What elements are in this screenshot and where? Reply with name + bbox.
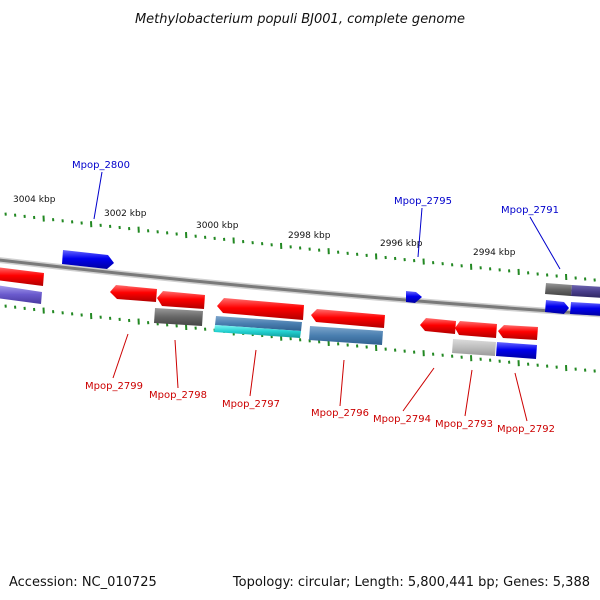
reverse-strand xyxy=(0,267,538,359)
forward-gene-labels: Mpop_2800 Mpop_2795 Mpop_2791 xyxy=(72,160,561,270)
gene-arrow[interactable] xyxy=(217,298,304,320)
label-leader-line xyxy=(93,171,103,220)
gene-label-mpop-2794[interactable]: Mpop_2794 xyxy=(373,414,431,425)
map-title: Methylobacterium populi BJ001, complete … xyxy=(135,12,465,27)
forward-strand xyxy=(62,250,600,316)
gene-arrow[interactable] xyxy=(420,318,456,334)
gene-arrow[interactable] xyxy=(455,321,497,338)
label-leader-line xyxy=(529,216,561,270)
gene-block[interactable] xyxy=(0,267,44,286)
gene-block[interactable] xyxy=(0,285,42,304)
scale-label-2996: 2996 kbp xyxy=(380,239,423,249)
scale-label-2994: 2994 kbp xyxy=(473,248,516,258)
gene-block[interactable] xyxy=(154,308,203,326)
gene-arrow[interactable] xyxy=(545,300,569,314)
genome-backbone-core xyxy=(0,258,600,316)
gene-block[interactable] xyxy=(570,302,600,316)
gene-arrow[interactable] xyxy=(406,291,422,303)
gene-label-mpop-2796[interactable]: Mpop_2796 xyxy=(311,408,369,419)
gene-block[interactable] xyxy=(545,283,572,296)
gene-arrow[interactable] xyxy=(110,285,157,302)
outer-tick-row xyxy=(4,212,596,282)
label-leader-line xyxy=(112,333,129,379)
label-leader-line xyxy=(174,339,179,389)
gene-label-mpop-2795[interactable]: Mpop_2795 xyxy=(394,196,452,207)
scale-label-3004: 3004 kbp xyxy=(13,195,56,205)
gene-arrow[interactable] xyxy=(498,325,538,340)
gene-label-mpop-2798[interactable]: Mpop_2798 xyxy=(149,390,207,401)
label-leader-line xyxy=(514,372,528,422)
gene-block[interactable] xyxy=(571,285,600,298)
scale-label-2998: 2998 kbp xyxy=(288,231,331,241)
genome-summary-text: Topology: circular; Length: 5,800,441 bp… xyxy=(232,575,590,590)
gene-block[interactable] xyxy=(309,326,383,345)
gene-block[interactable] xyxy=(496,342,537,359)
gene-arrow[interactable] xyxy=(157,291,205,309)
gene-arrow[interactable] xyxy=(62,250,114,269)
label-leader-line xyxy=(464,369,473,417)
accession-text: Accession: NC_010725 xyxy=(9,575,157,590)
label-leader-line xyxy=(402,367,435,412)
gene-label-mpop-2799[interactable]: Mpop_2799 xyxy=(85,381,143,392)
scale-label-3002: 3002 kbp xyxy=(104,209,147,219)
gene-block[interactable] xyxy=(215,316,302,331)
reverse-gene-labels: Mpop_2799 Mpop_2798 Mpop_2797 Mpop_2796 … xyxy=(85,333,555,435)
gene-label-mpop-2791[interactable]: Mpop_2791 xyxy=(501,205,559,216)
gene-label-mpop-2792[interactable]: Mpop_2792 xyxy=(497,424,555,435)
label-leader-line xyxy=(249,349,257,397)
gene-block[interactable] xyxy=(214,325,301,338)
gene-label-mpop-2793[interactable]: Mpop_2793 xyxy=(435,419,493,430)
scale-label-3000: 3000 kbp xyxy=(196,221,239,231)
gene-arrow[interactable] xyxy=(311,309,385,328)
gene-label-mpop-2800[interactable]: Mpop_2800 xyxy=(72,160,130,171)
label-leader-line xyxy=(417,207,423,258)
gene-label-mpop-2797[interactable]: Mpop_2797 xyxy=(222,399,280,410)
label-leader-line xyxy=(339,359,345,407)
gene-block[interactable] xyxy=(452,339,496,356)
